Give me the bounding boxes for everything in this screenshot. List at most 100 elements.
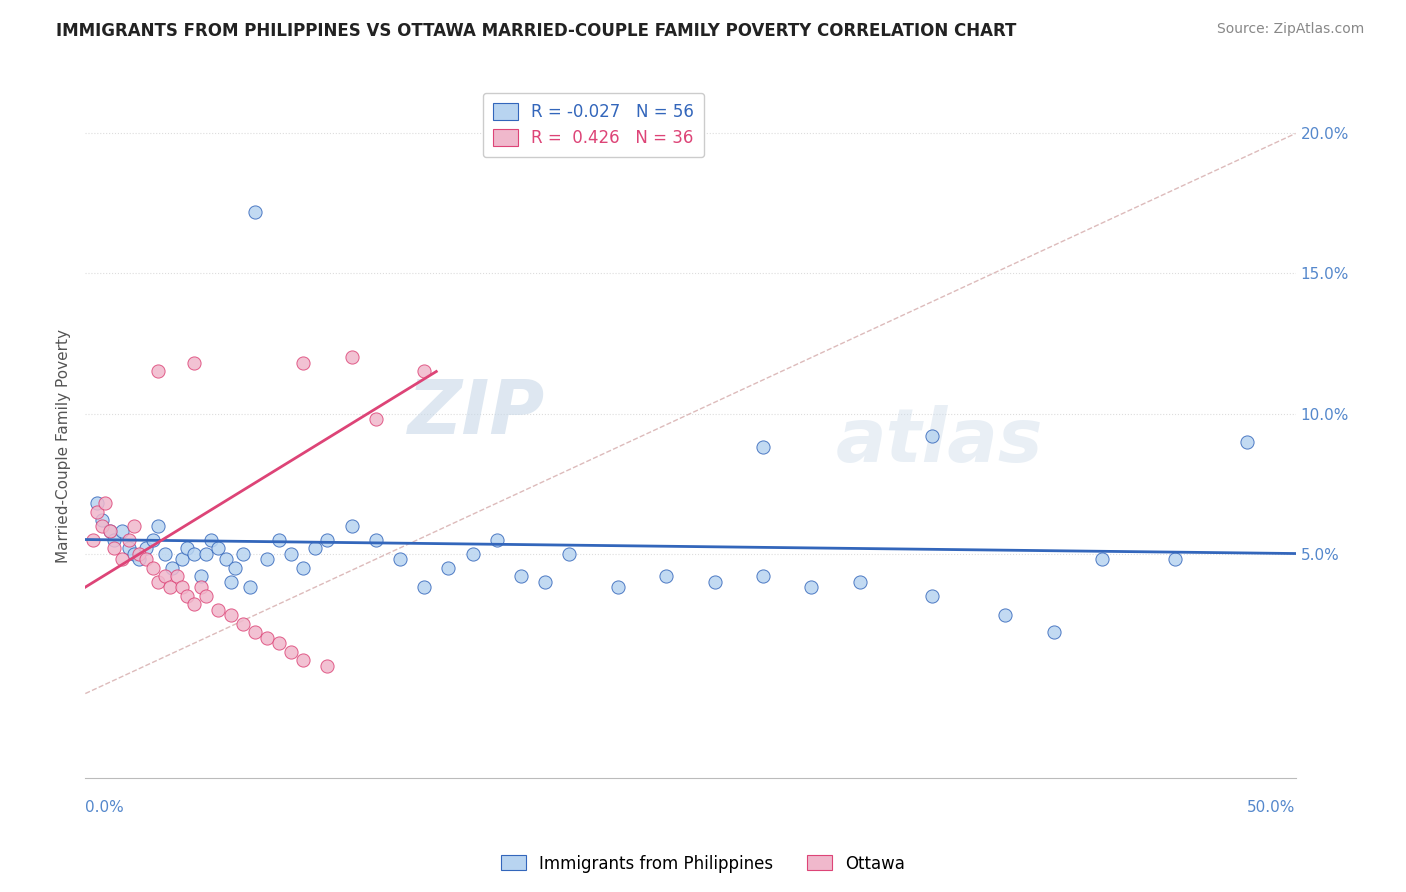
Text: 50.0%: 50.0% [1247, 800, 1295, 815]
Point [153, 569, 176, 583]
Point [122, 547, 145, 561]
Point [1042, 624, 1064, 639]
Point [98, 524, 121, 538]
Point [166, 569, 188, 583]
Point [1163, 552, 1185, 566]
Point [172, 552, 194, 566]
Text: IMMIGRANTS FROM PHILIPPINES VS OTTAWA MARRIED-COUPLE FAMILY POVERTY CORRELATION : IMMIGRANTS FROM PHILIPPINES VS OTTAWA MA… [56, 22, 1017, 40]
Point [510, 569, 533, 583]
Point [232, 547, 254, 561]
Point [135, 541, 157, 555]
Point [267, 533, 290, 547]
Point [292, 653, 315, 667]
Point [437, 560, 460, 574]
Point [994, 608, 1017, 623]
Point [176, 589, 198, 603]
Point [195, 589, 218, 603]
Point [800, 580, 823, 594]
Point [413, 580, 436, 594]
Point [921, 589, 943, 603]
Point [655, 569, 678, 583]
Point [190, 569, 212, 583]
Point [176, 541, 198, 555]
Point [280, 644, 302, 658]
Point [146, 518, 169, 533]
Legend: R = -0.027   N = 56, R =  0.426   N = 36: R = -0.027 N = 56, R = 0.426 N = 36 [484, 93, 704, 158]
Point [200, 533, 222, 547]
Point [534, 574, 557, 589]
Point [91, 513, 114, 527]
Point [103, 533, 125, 547]
Point [219, 608, 242, 623]
Point [752, 440, 775, 454]
Point [256, 631, 278, 645]
Point [183, 356, 205, 370]
Point [172, 580, 194, 594]
Point [849, 574, 872, 589]
Point [256, 552, 278, 566]
Point [267, 636, 290, 650]
Point [207, 602, 229, 616]
Text: ZIP: ZIP [408, 377, 546, 450]
Text: Source: ZipAtlas.com: Source: ZipAtlas.com [1216, 22, 1364, 37]
Legend: Immigrants from Philippines, Ottawa: Immigrants from Philippines, Ottawa [495, 848, 911, 880]
Point [413, 364, 436, 378]
Point [142, 533, 165, 547]
Point [364, 412, 387, 426]
Text: atlas: atlas [835, 405, 1043, 478]
Point [110, 552, 132, 566]
Point [162, 560, 184, 574]
Point [461, 547, 484, 561]
Point [1091, 552, 1114, 566]
Point [703, 574, 725, 589]
Point [128, 547, 150, 561]
Point [215, 552, 238, 566]
Point [752, 569, 775, 583]
Point [558, 547, 581, 561]
Point [183, 597, 205, 611]
Point [316, 533, 339, 547]
Point [195, 547, 218, 561]
Point [388, 552, 411, 566]
Point [219, 574, 242, 589]
Point [142, 560, 165, 574]
Text: Married-Couple Family Poverty: Married-Couple Family Poverty [56, 329, 70, 563]
Point [159, 580, 181, 594]
Point [232, 616, 254, 631]
Point [86, 504, 108, 518]
Point [1236, 434, 1258, 449]
Point [118, 533, 141, 547]
Point [239, 580, 262, 594]
Point [340, 518, 363, 533]
Point [146, 364, 169, 378]
Point [110, 524, 132, 538]
Point [122, 518, 145, 533]
Point [183, 547, 205, 561]
Point [128, 552, 150, 566]
Point [304, 541, 326, 555]
Point [316, 658, 339, 673]
Point [146, 574, 169, 589]
Point [207, 541, 229, 555]
Point [103, 541, 125, 555]
Point [292, 356, 315, 370]
Point [243, 205, 266, 219]
Point [82, 533, 104, 547]
Point [135, 552, 157, 566]
Point [190, 580, 212, 594]
Point [340, 351, 363, 365]
Point [280, 547, 302, 561]
Point [364, 533, 387, 547]
Point [292, 560, 315, 574]
Point [91, 518, 114, 533]
Point [153, 547, 176, 561]
Point [118, 541, 141, 555]
Point [93, 496, 115, 510]
Point [485, 533, 508, 547]
Point [606, 580, 628, 594]
Point [224, 560, 246, 574]
Point [243, 624, 266, 639]
Point [921, 429, 943, 443]
Point [98, 524, 121, 538]
Point [86, 496, 108, 510]
